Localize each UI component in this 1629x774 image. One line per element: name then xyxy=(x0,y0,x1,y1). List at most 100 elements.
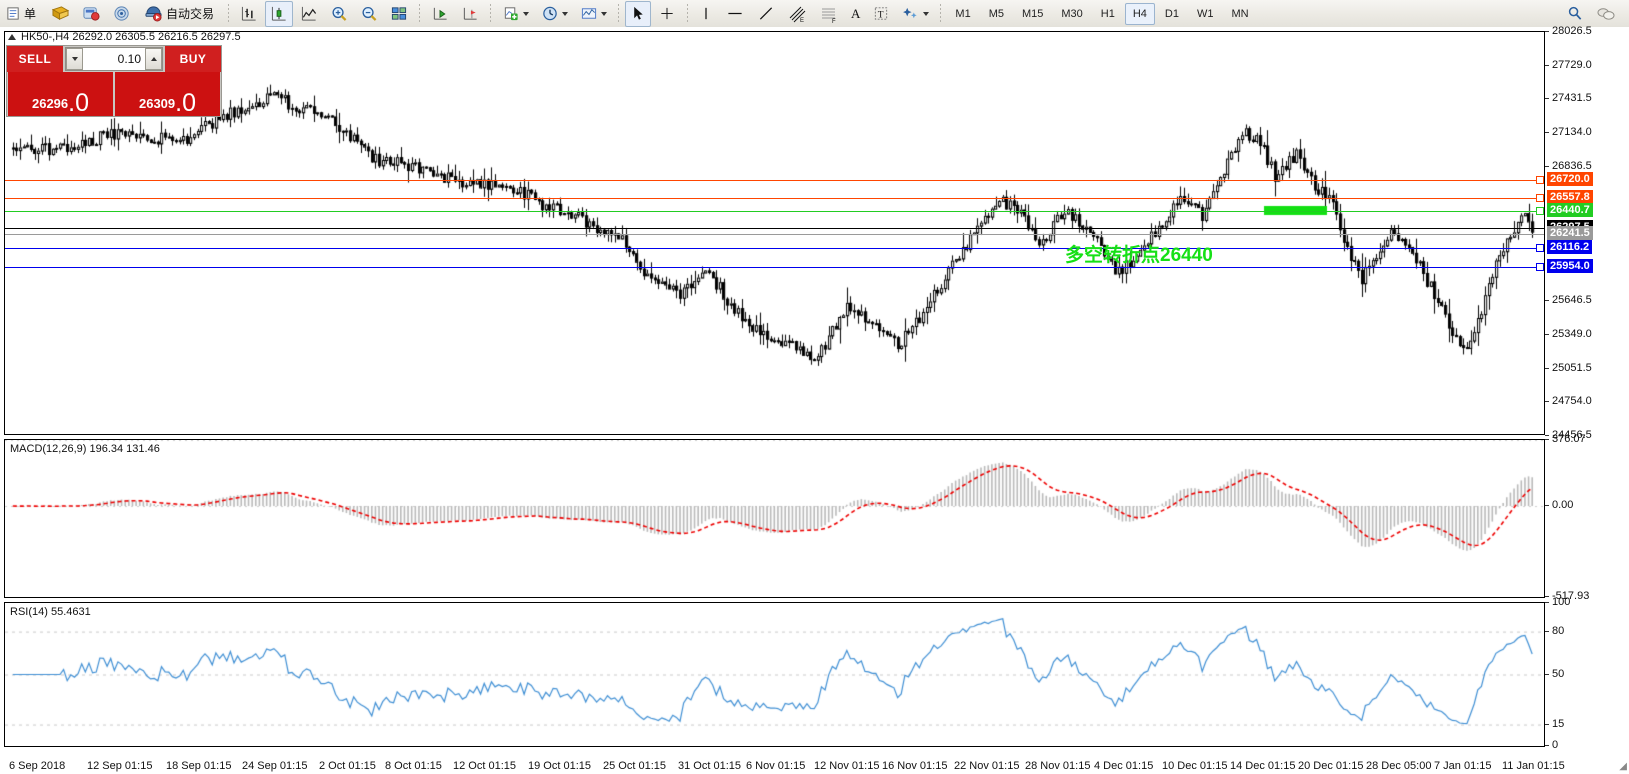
one-click-trading-panel[interactable]: SELL 0.10 BUY 26296 .0 xyxy=(6,45,222,117)
chart-workspace[interactable]: 多空转折点26440 HK50-,H4 26292.0 26305.5 2621… xyxy=(0,25,1629,774)
time-axis[interactable]: 6 Sep 2018 12 Sep 01:15 18 Sep 01:15 24 Sep… xyxy=(4,751,1565,774)
trendline-tool[interactable] xyxy=(752,1,780,27)
zoom-out-button[interactable] xyxy=(355,1,383,27)
sell-button[interactable]: SELL xyxy=(7,46,63,72)
level-line-26720-0[interactable] xyxy=(5,179,1544,181)
price-level-label-26241-5[interactable]: 26241.5 xyxy=(1547,226,1593,240)
search-icon[interactable] xyxy=(1561,1,1589,27)
chart-annotation[interactable]: 多空转折点26440 xyxy=(1065,245,1213,266)
price-pane[interactable]: 多空转折点26440 xyxy=(4,31,1545,435)
volume-dropdown-icon[interactable] xyxy=(66,48,83,70)
timeframe-m15[interactable]: M15 xyxy=(1021,7,1044,20)
line-chart-button[interactable] xyxy=(295,1,323,27)
shapes-tool[interactable] xyxy=(897,1,934,27)
level-line-26557-8[interactable] xyxy=(5,198,1544,200)
timeframe-w1[interactable]: W1 xyxy=(1196,7,1214,20)
vertical-line-tool[interactable] xyxy=(694,1,718,27)
chevron-down-icon[interactable] xyxy=(562,11,569,16)
level-line-26116-2[interactable] xyxy=(5,248,1544,250)
rsi-label: RSI(14) 55.4631 xyxy=(10,606,91,618)
price-level-label-26116-2[interactable]: 26116.2 xyxy=(1547,240,1593,255)
axis-rsi-tick: 100 xyxy=(1552,596,1571,608)
macd-axis[interactable]: 376.07 0.00 -517.93 xyxy=(1545,433,1629,602)
signal-button[interactable] xyxy=(108,1,137,27)
sell-price-button[interactable]: 26296 .0 xyxy=(8,72,113,116)
periods-button[interactable] xyxy=(536,1,573,27)
toolbar-separator xyxy=(940,3,942,24)
price-level-label-26440-7[interactable]: 26440.7 xyxy=(1547,203,1593,218)
add-indicator-button[interactable] xyxy=(497,1,534,27)
axis-tick-mark xyxy=(1545,334,1549,335)
macd-label: MACD(12,26,9) 196.34 131.46 xyxy=(10,443,160,455)
rsi-pane[interactable]: RSI(14) 55.4631 xyxy=(4,602,1545,747)
expert-advisor-button[interactable] xyxy=(46,1,75,27)
axis-tick-mark xyxy=(1545,602,1549,603)
time-axis-tick: 4 Dec 01:15 xyxy=(1094,760,1154,772)
crosshair-tool[interactable] xyxy=(653,1,681,27)
timeframe-m1[interactable]: M1 xyxy=(955,7,971,20)
timeframe-d1[interactable]: D1 xyxy=(1164,7,1179,20)
price-level-label-26557-8[interactable]: 26557.8 xyxy=(1547,190,1593,205)
time-axis-tick: 28 Dec 05:00 xyxy=(1366,760,1432,772)
cursor-tool[interactable] xyxy=(625,0,652,27)
level-handle[interactable] xyxy=(1536,262,1544,271)
axis-tick-mark xyxy=(1545,435,1549,436)
autotrading-button[interactable]: 自动交易 xyxy=(139,1,222,27)
equidistant-channel-tool[interactable]: E xyxy=(782,1,812,27)
horizontal-line-tool[interactable] xyxy=(720,1,750,27)
axis-rsi-tick: 0 xyxy=(1552,739,1559,751)
timeframe-m30[interactable]: M30 xyxy=(1061,7,1083,20)
level-handle[interactable] xyxy=(1536,207,1544,216)
price-level-label-25954-0[interactable]: 25954.0 xyxy=(1547,258,1593,273)
rsi-axis[interactable]: 100 80 50 15 0 xyxy=(1545,596,1629,751)
auto-scroll-button[interactable] xyxy=(426,1,454,27)
text-tool[interactable]: A xyxy=(851,5,861,21)
label-tool[interactable]: T xyxy=(867,1,895,27)
toolbar-separator xyxy=(618,3,620,24)
candlestick-chart-button[interactable] xyxy=(265,0,294,27)
timeframe-m5[interactable]: M5 xyxy=(988,7,1004,20)
volume-stepper-up-icon[interactable] xyxy=(145,48,162,70)
time-axis-tick: 24 Sep 01:15 xyxy=(242,760,308,772)
time-axis-tick: 20 Dec 01:15 xyxy=(1298,760,1364,772)
tile-windows-button[interactable] xyxy=(385,1,413,27)
data-window-button[interactable] xyxy=(77,1,106,27)
timeframe-group: M1 M5 M15 M30 H1 H4 D1 W1 MN xyxy=(946,2,1257,25)
time-axis-tick: 16 Nov 01:15 xyxy=(882,760,948,772)
price-level-label-26720-0[interactable]: 26720.0 xyxy=(1547,171,1593,186)
timeframe-mn[interactable]: MN xyxy=(1231,7,1249,20)
volume-field[interactable]: 0.10 xyxy=(65,47,163,71)
level-line-26241-5[interactable] xyxy=(5,234,1544,235)
level-line-26440-7[interactable] xyxy=(5,211,1544,213)
fibonacci-tool[interactable]: F xyxy=(814,1,844,27)
timeframe-h1[interactable]: H1 xyxy=(1100,7,1115,20)
resize-grip[interactable]: ◢ xyxy=(1619,761,1627,772)
sell-price-decimal: .0 xyxy=(68,89,89,117)
zoom-in-button[interactable] xyxy=(325,1,353,27)
new-order-button[interactable]: 单 xyxy=(1,1,44,27)
chevron-down-icon[interactable] xyxy=(523,11,530,16)
bar-chart-button[interactable] xyxy=(235,1,263,27)
templates-button[interactable] xyxy=(575,1,612,27)
price-axis-tick: 26836.5 xyxy=(1552,159,1592,172)
collapse-triangle-icon[interactable] xyxy=(8,34,16,40)
axis-tick-mark xyxy=(1545,64,1549,66)
chart-shift-button[interactable] xyxy=(456,1,484,27)
level-line-26297-5[interactable] xyxy=(5,227,1544,229)
axis-tick-mark xyxy=(1545,300,1549,302)
timeframe-h4[interactable]: H4 xyxy=(1124,2,1155,25)
level-line-25954-0[interactable] xyxy=(5,266,1544,268)
buy-price-button[interactable]: 26309 .0 xyxy=(115,72,220,116)
time-axis-tick: 12 Sep 01:15 xyxy=(87,760,153,772)
level-handle[interactable] xyxy=(1536,244,1544,253)
chevron-down-icon[interactable] xyxy=(923,11,930,16)
level-handle[interactable] xyxy=(1536,175,1544,184)
chevron-down-icon[interactable] xyxy=(601,11,608,16)
volume-value[interactable]: 0.10 xyxy=(117,52,141,66)
macd-pane[interactable]: MACD(12,26,9) 196.34 131.46 xyxy=(4,439,1545,598)
price-axis[interactable]: 28026.5 27729.0 27431.5 27134.0 26836.5 25646… xyxy=(1545,25,1629,441)
level-handle[interactable] xyxy=(1536,194,1544,203)
buy-button[interactable]: BUY xyxy=(165,46,221,72)
chat-icon[interactable] xyxy=(1591,1,1621,27)
